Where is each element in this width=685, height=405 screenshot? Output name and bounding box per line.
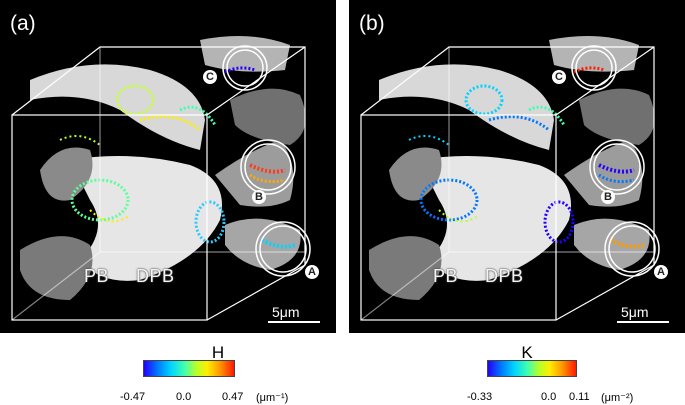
bounding-box — [360, 46, 655, 321]
colorbar-unit: (μm⁻²) — [601, 392, 634, 404]
colorbar-gradient — [143, 360, 235, 377]
membrane-surface — [389, 147, 442, 201]
callout-label-c: C — [552, 70, 566, 84]
membrane-surface — [40, 147, 93, 201]
region-label-dpb: DPB — [485, 266, 524, 286]
colorbar-mid-label: 0.0 — [176, 391, 192, 403]
colorbar-min-label: -0.33 — [467, 391, 493, 403]
scale-bar — [617, 321, 669, 323]
colorbar-k: K -0.33 0.0 0.11 (μm⁻²) — [467, 343, 667, 404]
panel-label: (b) — [359, 12, 385, 35]
membrane-surface — [70, 156, 222, 281]
region-label-pb: PB — [84, 266, 110, 286]
colorbar-h: H -0.47 0.0 0.47 (μm⁻¹) — [118, 343, 318, 404]
membrane-surface — [579, 88, 655, 145]
callout-label-b: B — [252, 190, 266, 204]
membrane-surface — [20, 236, 93, 300]
colorbar-unit: (μm⁻¹) — [256, 392, 289, 404]
callout-label-c: C — [203, 70, 217, 84]
membrane-surface — [549, 36, 639, 72]
membrane-surface — [200, 36, 290, 72]
panel-label: (a) — [10, 12, 36, 35]
colorbar-max-label: 0.47 — [222, 391, 244, 403]
callout-label-a: A — [305, 265, 319, 279]
colorbar-gradient — [487, 360, 577, 377]
colorbar-title: H — [211, 343, 225, 362]
bounding-box — [11, 46, 306, 321]
callout-circles — [571, 45, 660, 277]
colorbar-min-label: -0.47 — [120, 391, 146, 403]
membrane-surface — [369, 236, 442, 300]
region-label-pb: PB — [433, 266, 459, 286]
scale-bar-label: 5μm — [272, 304, 300, 320]
membrane-surface — [419, 156, 571, 281]
tomogram-render-a — [11, 36, 311, 321]
scale-bar — [268, 321, 320, 323]
membrane-surface — [225, 218, 301, 270]
region-label-dpb: DPB — [136, 266, 175, 286]
tomogram-render-b — [360, 36, 660, 321]
membrane-surface — [379, 64, 554, 150]
panel-b: (b) C B A PB DPB 5μm — [349, 0, 685, 333]
panel-a: (a) C B A PB DPB 5μm — [0, 0, 336, 333]
membrane-surface — [574, 218, 650, 270]
colorbar-max-label: 0.11 — [569, 391, 590, 403]
callout-label-b: B — [601, 190, 615, 204]
callout-circles — [222, 45, 311, 277]
membrane-surface — [230, 88, 306, 145]
membrane-surface — [30, 64, 205, 150]
colorbar-mid-label: 0.0 — [541, 391, 557, 403]
colorbar-title: K — [521, 343, 533, 362]
scale-bar-label: 5μm — [621, 304, 649, 320]
callout-label-a: A — [654, 265, 668, 279]
